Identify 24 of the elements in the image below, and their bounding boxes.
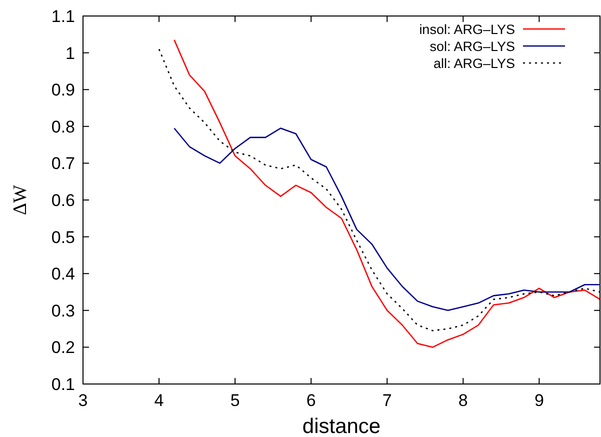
x-axis-title: distance [302, 415, 381, 437]
x-tick-label: 7 [382, 391, 392, 410]
y-tick-label: 0.2 [51, 338, 75, 358]
y-tick-label: 0.5 [51, 228, 75, 247]
legend-label: all: ARG–LYS [433, 56, 515, 71]
x-tick-label: 3 [78, 391, 88, 410]
y-tick-label: 0.9 [51, 80, 75, 100]
y-tick-label: 0.8 [51, 117, 75, 136]
x-tick-label: 6 [306, 391, 316, 410]
y-tick-label: 0.6 [51, 191, 75, 210]
y-tick-label: 0.3 [51, 301, 75, 320]
y-tick-label: 0.7 [51, 154, 75, 174]
y-tick-label: 0.4 [51, 264, 75, 284]
legend-label: sol: ARG–LYS [430, 39, 515, 54]
y-tick-label: 1.1 [51, 7, 75, 26]
y-tick-label: 1 [66, 44, 75, 63]
x-tick-label: 4 [154, 391, 164, 410]
x-tick-label: 9 [534, 391, 544, 410]
legend-label: insol: ARG–LYS [419, 22, 515, 37]
y-tick-label: 0.1 [51, 375, 75, 394]
x-tick-label: 5 [230, 391, 240, 410]
line-series [174, 128, 601, 312]
y-axis-title: ΔW [10, 184, 31, 216]
x-tick-label: 8 [458, 391, 468, 410]
